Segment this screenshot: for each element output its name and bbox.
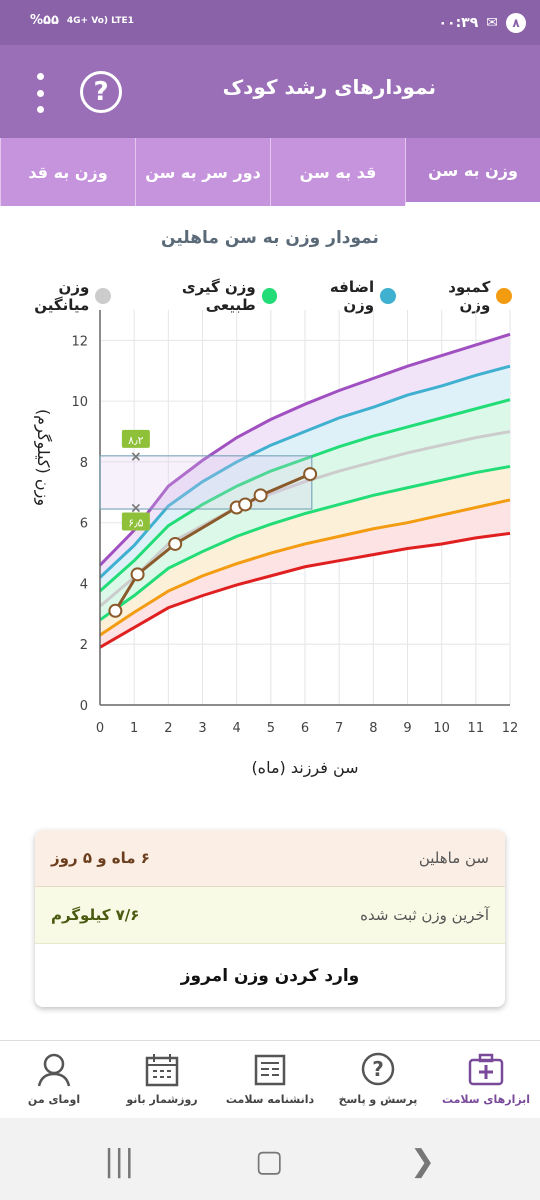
child-weight-point [108,603,123,618]
home-icon[interactable]: ▢ [255,1144,284,1179]
y-axis-label: وزن (کیلوگرم) [33,409,53,506]
newspaper-icon [247,1047,293,1093]
y-tick-label: 8 [80,456,88,471]
page-title: نمودارهای رشد کودک [222,75,436,99]
reference-curve [98,364,511,579]
tab-head-for-age[interactable]: دور سر به سن [135,138,270,206]
child-weight-point [238,497,253,512]
calendar-icon [139,1047,185,1093]
medical-kit-icon [463,1047,509,1093]
legend-average: وزن میانگین [0,278,111,314]
legend-overweight: اضافه وزن [295,278,396,314]
range-marker-badge [121,429,150,448]
system-nav-bar: ||| ▢ ❯ [0,1118,540,1200]
status-time: ۰۰:۳۹ [438,15,479,31]
x-axis-label: سن فرزند (ماه) [251,758,358,778]
mail-icon: ✉ [486,15,498,31]
back-icon[interactable]: ❯ [410,1144,436,1179]
y-tick-label: 10 [71,395,88,410]
x-tick-label: 11 [468,721,485,736]
range-marker-label: ۸٫۲ [128,434,143,447]
y-tick-label: 4 [80,577,88,592]
x-tick-label: 7 [335,721,343,736]
x-tick-label: 12 [502,721,519,736]
profile-avatar-icon [31,1047,77,1093]
chart-title: نمودار وزن به سن ماهلین [161,228,379,248]
enter-today-weight-button[interactable]: وارد کردن وزن امروز [180,965,360,986]
reference-band [100,431,510,620]
weight-label: آخرین وزن ثبت شده [360,906,489,924]
child-weight-point [130,567,145,582]
reference-curve [99,531,511,649]
x-tick-label: 8 [369,721,377,736]
x-tick-label: 9 [403,721,411,736]
legend-normal: وزن گیری طبیعی [129,278,278,314]
y-tick-label: 0 [80,699,88,714]
bottom-nav: ابزارهای سلامت ? پرسش و پاسخ دانشنامه سل… [0,1040,540,1118]
battery-level: %۵۵ [30,13,59,28]
range-marker-label: ۶٫۵ [128,517,143,530]
info-card: سن ماهلین ۶ ماه و ۵ روز آخرین وزن ثبت شد… [35,830,505,1007]
range-marker-x: × [130,501,142,517]
svg-text:?: ? [372,1057,384,1081]
x-tick-label: 6 [301,721,309,736]
weight-value: ۷/۶ کیلوگرم [51,906,140,924]
nav-health-tools[interactable]: ابزارهای سلامت [432,1041,540,1118]
y-tick-label: 6 [80,517,88,532]
nav-qa[interactable]: ? پرسش و پاسخ [324,1041,432,1118]
x-tick-label: 0 [96,721,104,736]
chart-legend: کمبود وزن اضافه وزن وزن گیری طبیعی وزن م… [0,278,512,314]
y-tick-label: 12 [71,334,88,349]
x-tick-label: 10 [433,721,450,736]
nav-profile[interactable]: اومای من [0,1041,108,1118]
chart-tabs: وزن به سن قد به سن دور سر به سن وزن به ق… [0,138,540,206]
range-marker-x: × [130,449,142,465]
x-tick-label: 5 [267,721,275,736]
child-weight-point [253,488,268,503]
x-tick-label: 4 [233,721,241,736]
nav-encyclopedia[interactable]: دانشنامه سلامت [216,1041,324,1118]
child-weight-point [303,467,318,482]
x-tick-label: 1 [130,721,138,736]
tab-weight-for-height[interactable]: وزن به قد [0,138,135,206]
reference-curve [99,465,511,622]
network-indicator: 4G+ Vo) LTE1 [66,15,134,26]
y-tick-label: 2 [80,638,88,653]
question-bubble-icon: ? [355,1047,401,1093]
x-tick-label: 3 [198,721,206,736]
reference-curve [99,498,511,637]
reference-curve [98,332,511,567]
recent-apps-icon[interactable]: ||| [104,1144,135,1179]
overflow-menu-button[interactable] [30,73,50,113]
reference-band [100,466,510,636]
help-button[interactable]: ? [80,71,122,113]
legend-underweight: کمبود وزن [414,278,512,314]
notification-count: ۸ [506,13,526,33]
age-label: سن ماهلین [418,849,489,867]
tab-weight-for-age[interactable]: وزن به سن [405,138,540,206]
tab-height-for-age[interactable]: قد به سن [270,138,405,206]
age-value: ۶ ماه و ۵ روز [51,849,150,867]
child-weight-point [168,536,183,551]
nav-calendar[interactable]: روزشمار بانو [108,1041,216,1118]
reference-curve [99,398,511,593]
status-bar: ۰۰:۳۹ ✉ ۸ %۵۵ 4G+ Vo) LTE1 [0,0,540,45]
reference-band [100,499,510,648]
weight-row: آخرین وزن ثبت شده ۷/۶ کیلوگرم [35,887,505,944]
x-tick-label: 2 [164,721,172,736]
healthy-range-box [99,455,313,510]
app-header: نمودارهای رشد کودک ? [0,45,540,138]
age-row: سن ماهلین ۶ ماه و ۵ روز [35,830,505,887]
range-marker-badge [121,512,150,531]
help-icon: ? [93,77,109,107]
reference-band [100,366,510,592]
